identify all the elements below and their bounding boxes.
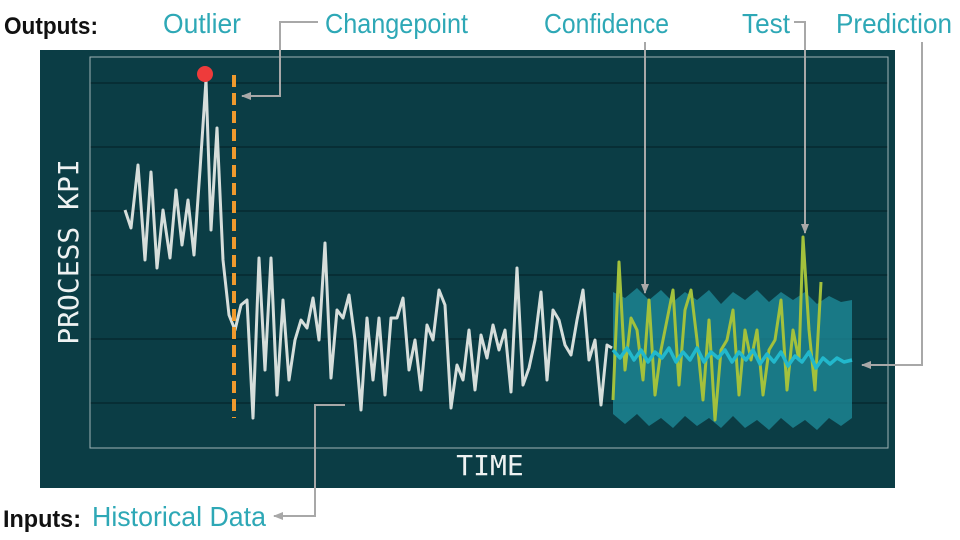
changepoint-annotation: Changepoint: [325, 8, 468, 39]
prediction-line: [611, 346, 853, 370]
confidence-annotation: Confidence: [544, 8, 669, 39]
x-axis-label: TIME: [456, 449, 523, 482]
test-annotation: Test: [742, 8, 790, 39]
plot-frame: [89, 56, 889, 449]
inputs-label: Inputs:: [3, 506, 81, 533]
prediction-arrow: [861, 42, 923, 369]
y-axis-label: PROCESS KPI: [52, 159, 85, 344]
outputs-label: Outputs:: [4, 13, 98, 40]
changepoint-arrow: [241, 21, 318, 100]
historical-data-line: [123, 78, 613, 420]
test-arrow: [794, 21, 809, 234]
historical-annotation: Historical Data: [92, 501, 266, 532]
outlier-point: [197, 66, 213, 82]
test-line: [611, 235, 823, 422]
historical-arrow: [273, 404, 345, 520]
prediction-annotation: Prediction: [836, 8, 952, 39]
outlier-annotation: Outlier: [163, 8, 241, 39]
